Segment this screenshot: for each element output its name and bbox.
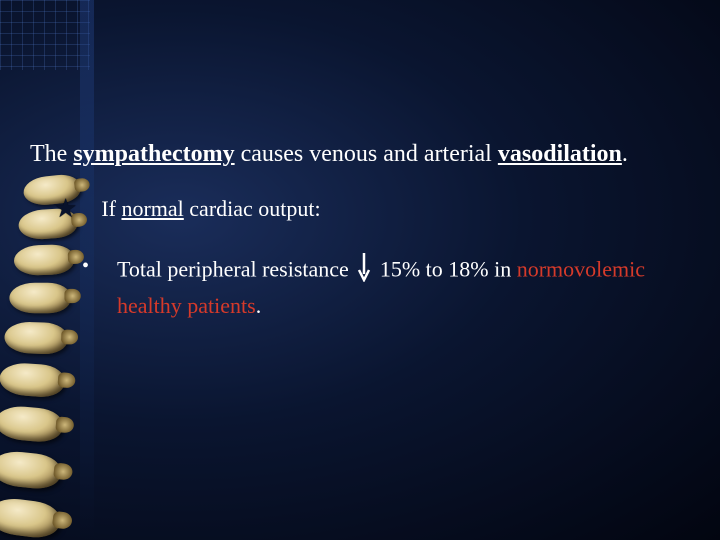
bullet-part1: Total peripheral resistance	[117, 257, 354, 282]
bullet-part2: 15% to 18% in	[374, 257, 516, 282]
heading-suffix: .	[622, 141, 628, 167]
heading-keyword1: sympathectomy	[73, 141, 234, 167]
bullet-text: Total peripheral resistance 15% to 18% i…	[117, 252, 680, 322]
slide-content: The sympathectomy causes venous and arte…	[30, 138, 680, 322]
grid-decoration	[0, 0, 90, 70]
heading-keyword2: vasodilation	[498, 141, 622, 167]
bullet-icon: •	[82, 252, 89, 280]
star-icon: ★	[54, 196, 77, 222]
bullet-row: • Total peripheral resistance 15% to 18%…	[82, 252, 680, 322]
star-underline: normal	[121, 196, 183, 221]
heading-prefix: The	[30, 141, 73, 167]
star-text: If normal cardiac output:	[101, 196, 680, 222]
star-bullet-row: ★ If normal cardiac output:	[54, 196, 680, 222]
star-suffix: cardiac output:	[184, 196, 321, 221]
heading-mid: causes venous and arterial	[235, 141, 498, 167]
slide-heading: The sympathectomy causes venous and arte…	[30, 138, 680, 170]
bullet-suffix: .	[256, 293, 262, 318]
down-arrow-icon	[357, 252, 371, 291]
star-prefix: If	[101, 196, 121, 221]
